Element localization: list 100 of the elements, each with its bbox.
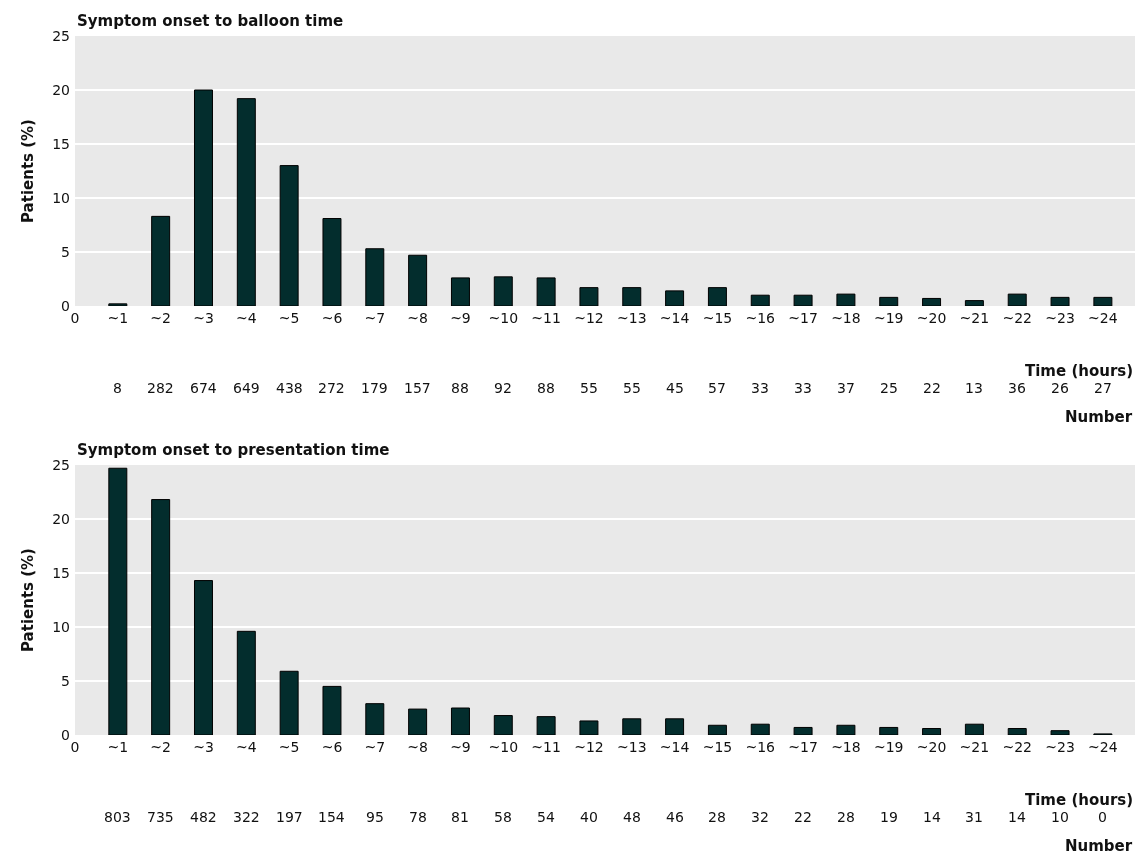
- bar: [450, 707, 470, 735]
- y-tick-label: 20: [52, 510, 70, 527]
- text: 28: [708, 809, 726, 825]
- bar: [536, 277, 556, 306]
- text: 78: [409, 809, 427, 825]
- bar: [622, 287, 642, 306]
- text: 33: [751, 380, 769, 396]
- text: 81: [451, 809, 469, 825]
- x-tick-label: ~6: [321, 310, 343, 326]
- y-tick-label: 15: [52, 564, 70, 581]
- text: 649: [233, 380, 260, 396]
- text: 282: [147, 380, 174, 396]
- y-tick-label: 10: [52, 618, 70, 635]
- text: Number: [1065, 837, 1133, 855]
- y-tick-label: 5: [61, 243, 70, 260]
- bar: [879, 296, 899, 306]
- x-tick-label: ~10: [488, 310, 519, 326]
- y-tick-label: 25: [52, 27, 70, 44]
- x-tick-label: ~4: [235, 739, 257, 755]
- bar: [151, 499, 171, 735]
- x-tick-label: ~17: [788, 310, 818, 326]
- text: 735: [147, 809, 174, 825]
- bar: [879, 726, 899, 735]
- bar: [236, 98, 256, 306]
- bar: [836, 724, 856, 735]
- bar: [922, 297, 942, 306]
- bar: [964, 723, 984, 735]
- x-tick-label: ~7: [364, 739, 386, 755]
- x-tick-label: ~22: [1002, 310, 1032, 326]
- x-tick-label: ~15: [702, 310, 733, 326]
- text: 48: [623, 809, 641, 825]
- text: 0: [1098, 809, 1107, 825]
- x-tick-label: ~5: [278, 310, 300, 326]
- text: 88: [537, 380, 555, 396]
- x-tick-label: ~4: [235, 310, 257, 326]
- bar: [1050, 730, 1070, 735]
- text: 438: [276, 380, 303, 396]
- text: 33: [794, 380, 812, 396]
- text: 22: [794, 809, 812, 825]
- text: 322: [233, 809, 260, 825]
- bar: [108, 303, 128, 306]
- y-tick-label: 15: [52, 135, 70, 152]
- x-tick-label: ~23: [1045, 310, 1075, 326]
- x-tick-label: ~20: [916, 310, 947, 326]
- x-tick-label: ~5: [278, 739, 300, 755]
- text: 28: [837, 809, 855, 825]
- bar: [493, 715, 513, 735]
- y-axis-title: Patients (%): [19, 548, 38, 652]
- x-tick-label: ~12: [574, 310, 604, 326]
- x-tick-label: ~9: [450, 739, 471, 755]
- bar: [665, 718, 685, 735]
- x-tick-label: ~21: [959, 310, 990, 326]
- x-tick-label: ~3: [193, 310, 214, 326]
- x-tick-label: ~2: [150, 739, 171, 755]
- text: 14: [1008, 809, 1026, 825]
- text: 8: [113, 380, 122, 396]
- y-tick-label: 0: [61, 297, 70, 314]
- bar: [579, 720, 599, 735]
- bar: [236, 630, 256, 735]
- x-tick-label: ~18: [831, 310, 861, 326]
- bar: [964, 300, 984, 306]
- y-tick-label: 20: [52, 81, 70, 98]
- bar: [707, 724, 727, 735]
- x-tick-label: ~11: [531, 739, 561, 755]
- bar: [622, 718, 642, 735]
- text: 46: [666, 809, 684, 825]
- x-tick-label: ~21: [959, 739, 990, 755]
- text: 58: [494, 809, 512, 825]
- x-tick-label: ~24: [1088, 310, 1118, 326]
- x-tick-label: ~3: [193, 739, 214, 755]
- bar: [193, 89, 213, 306]
- x-axis-title: Time (hours): [1025, 791, 1134, 809]
- x-tick-label: ~10: [488, 739, 519, 755]
- x-tick-label: ~16: [745, 310, 776, 326]
- x-tick-label: ~20: [916, 739, 947, 755]
- text: 36: [1008, 380, 1026, 396]
- bar: [1050, 296, 1070, 306]
- text: 45: [666, 380, 684, 396]
- y-tick-label: 10: [52, 189, 70, 206]
- x-tick-label: ~1: [107, 310, 129, 326]
- chart-title: Symptom onset to presentation time: [77, 441, 390, 459]
- x-tick-label: ~24: [1088, 739, 1118, 755]
- bar: [450, 277, 470, 306]
- bar: [279, 165, 299, 306]
- x-axis-title: Time (hours): [1025, 362, 1134, 380]
- text: 26: [1051, 380, 1069, 396]
- text: 272: [318, 380, 345, 396]
- text: 674: [190, 380, 217, 396]
- bar: [322, 218, 342, 306]
- y-tick-label: 5: [61, 672, 70, 689]
- x-tick-label: ~19: [873, 310, 904, 326]
- bar: [579, 287, 599, 306]
- x-tick-label: ~17: [788, 739, 818, 755]
- y-axis-title: Patients (%): [19, 119, 38, 223]
- text: 57: [708, 380, 726, 396]
- text: 22: [923, 380, 941, 396]
- text: 40: [580, 809, 598, 825]
- bar: [750, 723, 770, 735]
- y-tick-label: 0: [61, 726, 70, 743]
- chart-title: Symptom onset to balloon time: [77, 12, 344, 30]
